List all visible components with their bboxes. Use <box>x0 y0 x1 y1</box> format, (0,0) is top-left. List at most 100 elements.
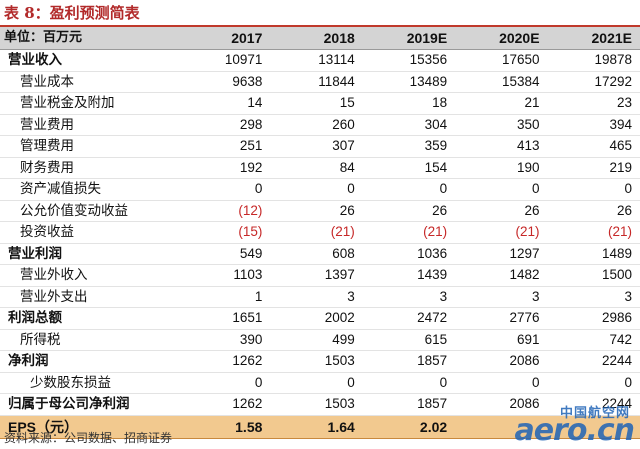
value-cell: 1857 <box>362 393 456 416</box>
value-cell: 742 <box>547 329 640 351</box>
value-cell: 2472 <box>362 307 456 330</box>
value-cell: 2086 <box>455 350 548 373</box>
value-cell: 10971 <box>178 49 271 72</box>
table-row: 资产减值损失 0 0 0 0 0 <box>0 178 640 201</box>
row-label: 营业收入 <box>0 49 178 72</box>
value-cell: 84 <box>270 157 363 179</box>
value-cell: 13489 <box>362 71 456 93</box>
value-cell: 1857 <box>362 350 456 373</box>
earnings-forecast-table: 单位：百万元 2017 2018 2019E 2020E 2021E 营业收入 1… <box>0 27 640 439</box>
value-cell: 9638 <box>178 71 271 93</box>
value-cell: 17292 <box>547 71 640 93</box>
row-label: 营业成本 <box>0 71 178 93</box>
value-cell: 549 <box>178 243 271 265</box>
row-label: 公允价值变动收益 <box>0 200 178 222</box>
year-header: 2021E <box>547 27 640 50</box>
value-cell: 2244 <box>547 350 640 373</box>
value-cell: 14 <box>178 92 271 115</box>
value-cell: 1262 <box>178 350 271 373</box>
value-cell: 2002 <box>270 307 363 330</box>
value-cell: 1103 <box>178 264 271 287</box>
watermark-domain-text: aero.cn <box>514 413 635 448</box>
value-cell: 0 <box>362 178 456 201</box>
value-cell: 192 <box>178 157 271 179</box>
value-cell: 0 <box>178 372 271 394</box>
row-label: 资产减值损失 <box>0 178 178 201</box>
value-cell: (21) <box>270 221 363 244</box>
value-cell: 2776 <box>455 307 548 330</box>
row-label: 营业利润 <box>0 243 178 265</box>
value-cell: 1.64 <box>270 414 363 439</box>
value-cell: 394 <box>547 114 640 136</box>
table-row: 营业成本 9638 11844 13489 15384 17292 <box>0 71 640 93</box>
value-cell: 13114 <box>270 49 363 72</box>
row-label: 利润总额 <box>0 307 178 330</box>
value-cell: (12) <box>178 200 271 222</box>
value-cell: 3 <box>362 286 456 308</box>
table-row: 营业外收入 1103 1397 1439 1482 1500 <box>0 264 640 287</box>
value-cell: 413 <box>455 135 548 158</box>
row-label: 管理费用 <box>0 135 178 158</box>
value-cell: 1503 <box>270 350 363 373</box>
watermark-cn-text: 中国航空网 <box>559 405 630 420</box>
value-cell: 691 <box>455 329 548 351</box>
table-row: 营业收入 10971 13114 15356 17650 19878 <box>0 49 640 72</box>
table-row: 利润总额 1651 2002 2472 2776 2986 <box>0 307 640 330</box>
value-cell: 1297 <box>455 243 548 265</box>
value-cell: 17650 <box>455 49 548 72</box>
value-cell: 1489 <box>547 243 640 265</box>
value-cell: (15) <box>178 221 271 244</box>
table-row: 公允价值变动收益 (12) 26 26 26 26 <box>0 200 640 222</box>
value-cell: 0 <box>547 372 640 394</box>
value-cell: (21) <box>547 221 640 244</box>
value-cell: 390 <box>178 329 271 351</box>
value-cell: 2986 <box>547 307 640 330</box>
header-row: 单位：百万元 2017 2018 2019E 2020E 2021E <box>0 27 640 50</box>
value-cell: 26 <box>270 200 363 222</box>
year-header: 2020E <box>455 27 548 50</box>
value-cell: 1500 <box>547 264 640 287</box>
row-label: 净利润 <box>0 350 178 373</box>
value-cell: 1397 <box>270 264 363 287</box>
value-cell: 1.58 <box>178 414 271 439</box>
row-label: 少数股东损益 <box>0 372 178 394</box>
value-cell: 23 <box>547 92 640 115</box>
value-cell: 3 <box>270 286 363 308</box>
row-label: 投资收益 <box>0 221 178 244</box>
value-cell <box>455 414 548 439</box>
value-cell: 465 <box>547 135 640 158</box>
table-row: 净利润 1262 1503 1857 2086 2244 <box>0 350 640 373</box>
value-cell: 0 <box>455 372 548 394</box>
value-cell: 350 <box>455 114 548 136</box>
eps-row: EPS（元） 1.58 1.64 2.02 <box>0 414 640 439</box>
watermark-logo: 中国航空网 aero.cn <box>484 402 635 448</box>
value-cell: 1651 <box>178 307 271 330</box>
value-cell: 154 <box>362 157 456 179</box>
table-row: 所得税 390 499 615 691 742 <box>0 329 640 351</box>
table-row: 投资收益 (15) (21) (21) (21) (21) <box>0 221 640 244</box>
value-cell: 298 <box>178 114 271 136</box>
table-row: 营业费用 298 260 304 350 394 <box>0 114 640 136</box>
value-cell: 3 <box>547 286 640 308</box>
title-rule <box>0 25 640 27</box>
table-row: 财务费用 192 84 154 190 219 <box>0 157 640 179</box>
value-cell: 1439 <box>362 264 456 287</box>
table-body: 营业收入 10971 13114 15356 17650 19878 营业成本 9638 118… <box>0 49 640 439</box>
value-cell: 307 <box>270 135 363 158</box>
value-cell <box>547 414 640 439</box>
row-label: 营业外支出 <box>0 286 178 308</box>
table-row: 少数股东损益 0 0 0 0 0 <box>0 372 640 394</box>
value-cell: 0 <box>455 178 548 201</box>
row-label: 营业外收入 <box>0 264 178 287</box>
row-label: 营业税金及附加 <box>0 92 178 115</box>
table-row: 营业税金及附加 14 15 18 21 23 <box>0 92 640 115</box>
value-cell: 26 <box>547 200 640 222</box>
table-title: 表 8：盈利预测简表 <box>4 4 140 22</box>
value-cell: 19878 <box>547 49 640 72</box>
year-header: 2019E <box>362 27 456 50</box>
value-cell: 260 <box>270 114 363 136</box>
value-cell: 190 <box>455 157 548 179</box>
year-header: 2018 <box>270 27 363 50</box>
source-note: 资料来源：公司数据、招商证券 <box>4 431 173 445</box>
table-row: 管理费用 251 307 359 413 465 <box>0 135 640 158</box>
